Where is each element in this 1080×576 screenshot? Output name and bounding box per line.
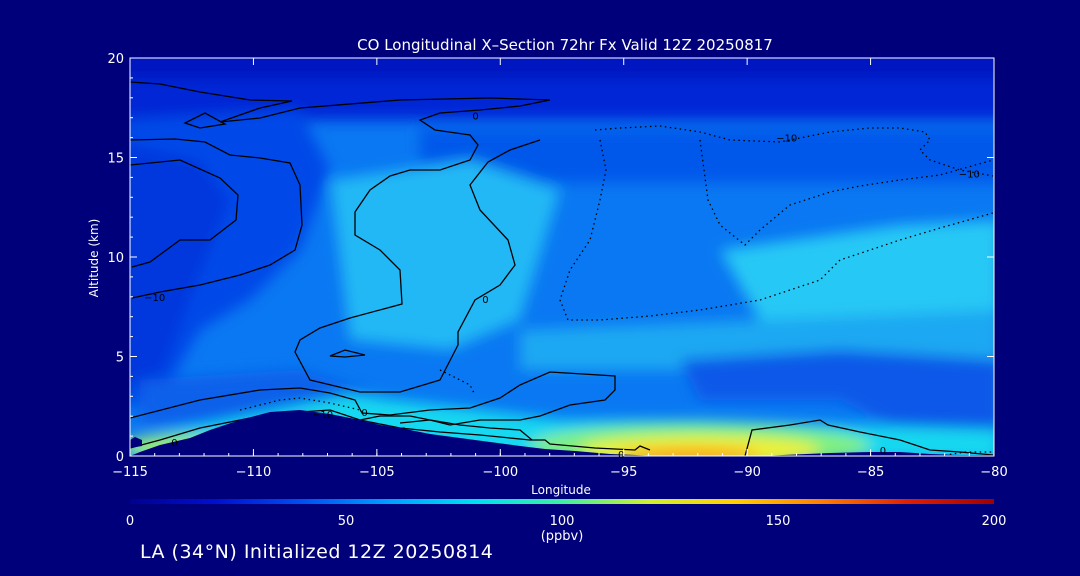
contour-solid: [183, 112, 227, 129]
plot-area: 0 0 0 0 0 0 −10 −10 −10 −10: [129, 57, 995, 461]
y-axis: 0 5 10 15 20: [107, 52, 994, 465]
field-east-plume: [720, 220, 994, 330]
contour-solid: [329, 349, 366, 358]
contour-solid: [130, 159, 239, 268]
contour-solid: [130, 81, 551, 393]
contour-dotted: [439, 369, 476, 396]
y-tick-label: 20: [107, 52, 124, 67]
terrain-mask: [130, 410, 994, 456]
terrain-speck: [130, 437, 142, 448]
x-tick-label: −115: [112, 465, 148, 480]
y-tick-label: 10: [107, 251, 124, 266]
contour-dotted: [699, 139, 994, 246]
contour-label: 0: [880, 446, 886, 457]
y-axis-label: Altitude (km): [87, 219, 101, 298]
contour-solid: [359, 415, 533, 441]
colorbar-strip: [130, 499, 994, 504]
x-tick-label: −80: [980, 465, 1007, 480]
x-tick-label: −95: [610, 465, 637, 480]
colorbar-tick-label: 0: [126, 514, 134, 529]
y-tick-label: 5: [116, 351, 124, 366]
colorbar-tick-label: 200: [982, 514, 1007, 529]
contour-label: 0: [482, 295, 488, 306]
contour-solid: [130, 138, 303, 299]
contour-label: −10: [776, 134, 797, 145]
colorbar-units: (ppbv): [541, 529, 584, 544]
contour-solid: [744, 419, 994, 456]
contour-label: −10: [312, 410, 333, 421]
chart-title: CO Longitudinal X–Section 72hr Fx Valid …: [357, 36, 773, 54]
x-axis-label: Longitude: [531, 483, 591, 497]
field-surface-plume-orange: [620, 449, 760, 456]
x-tick-label: −90: [733, 465, 760, 480]
field-central-plume: [330, 160, 560, 350]
field-top-band: [130, 58, 994, 78]
colorbar-tick-label: 100: [550, 514, 575, 529]
contour-label: 0: [361, 408, 367, 419]
colorbar-tick-label: 50: [338, 514, 355, 529]
x-tick-label: −105: [359, 465, 395, 480]
y-tick-label: 0: [116, 450, 124, 465]
contour-label: 0: [171, 438, 177, 449]
contour-solid: [130, 371, 616, 426]
y-tick-label: 15: [107, 152, 124, 167]
contour-label: 0: [472, 112, 478, 123]
x-axis: −115 −110 −105 −100 −95 −90 −85 −80: [112, 58, 1008, 480]
contour-label: −10: [959, 169, 980, 180]
colorbar-tick-label: 150: [766, 514, 791, 529]
footer-caption: LA (34°N) Initialized 12Z 20250814: [140, 541, 494, 563]
concentration-field: [130, 58, 994, 456]
contour-dotted: [239, 397, 361, 411]
colorbar: 0 50 100 150 200: [126, 499, 1007, 529]
contours-dotted: [239, 125, 994, 456]
field-upper-band: [420, 128, 994, 183]
field-west-deep: [130, 144, 230, 386]
x-tick-label: −100: [482, 465, 518, 480]
field-low-pocket-east: [680, 350, 994, 430]
contour-label: −10: [144, 293, 165, 304]
contour-labels: 0 0 0 0 0 0 −10 −10 −10 −10: [144, 112, 980, 461]
x-tick-label: −110: [236, 465, 272, 480]
contour-dotted: [939, 451, 993, 456]
contour-label: 0: [618, 450, 624, 461]
x-tick-label: −85: [857, 465, 884, 480]
contour-dotted: [594, 125, 994, 177]
